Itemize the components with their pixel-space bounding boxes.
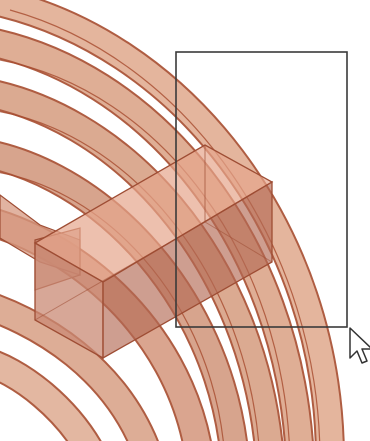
selection-box (175, 51, 348, 328)
arrow-cursor-icon (349, 327, 370, 364)
coil-ring (0, 0, 345, 441)
coil-ring (0, 294, 159, 441)
coil-ring (0, 350, 102, 441)
main-block[interactable] (33, 144, 274, 360)
